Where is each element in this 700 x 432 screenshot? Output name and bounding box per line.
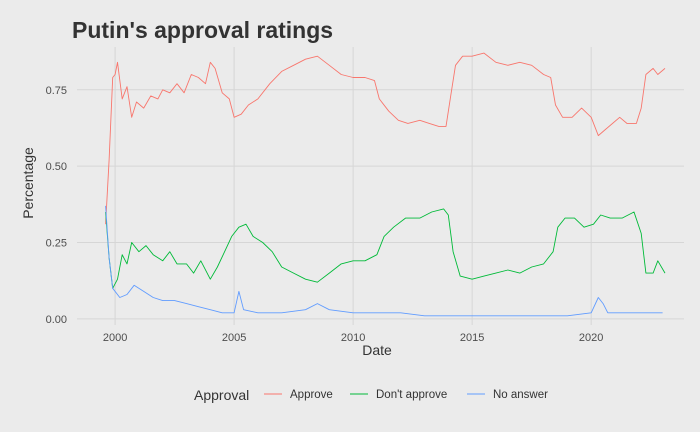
series-lines <box>105 52 666 317</box>
chart-title: Putin's approval ratings <box>72 17 333 43</box>
y-tick-label-2: 0.50 <box>46 161 67 173</box>
x-tick-label-2020: 2020 <box>579 332 603 344</box>
y-tick-label-1: 0.25 <box>46 238 67 250</box>
series-line-0 <box>105 52 666 225</box>
y-tick-label-3: 0.75 <box>46 85 67 97</box>
grid-lines <box>77 47 684 325</box>
series-line-1 <box>105 208 666 289</box>
y-axis-title: Percentage <box>20 147 36 219</box>
x-tick-label-2005: 2005 <box>222 332 246 344</box>
legend-label-1: Don't approve <box>376 389 447 401</box>
legend-items: Approve Don't approve No answer <box>264 389 548 401</box>
x-axis-title: Date <box>362 342 392 358</box>
series-line-2 <box>105 205 663 317</box>
x-tick-label-2010: 2010 <box>341 332 365 344</box>
x-tick-label-2015: 2015 <box>460 332 484 344</box>
legend: Approval Approve Don't approve No answer <box>194 387 548 403</box>
legend-title: Approval <box>194 387 249 403</box>
x-tick-label-2000: 2000 <box>103 332 127 344</box>
axis-tick-labels: 2000 2005 2010 2015 2020 0.00 0.25 0.50 0.75 <box>46 85 604 344</box>
legend-label-2: No answer <box>493 389 548 401</box>
legend-label-0: Approve <box>290 389 333 401</box>
y-tick-label-0: 0.00 <box>46 314 67 326</box>
